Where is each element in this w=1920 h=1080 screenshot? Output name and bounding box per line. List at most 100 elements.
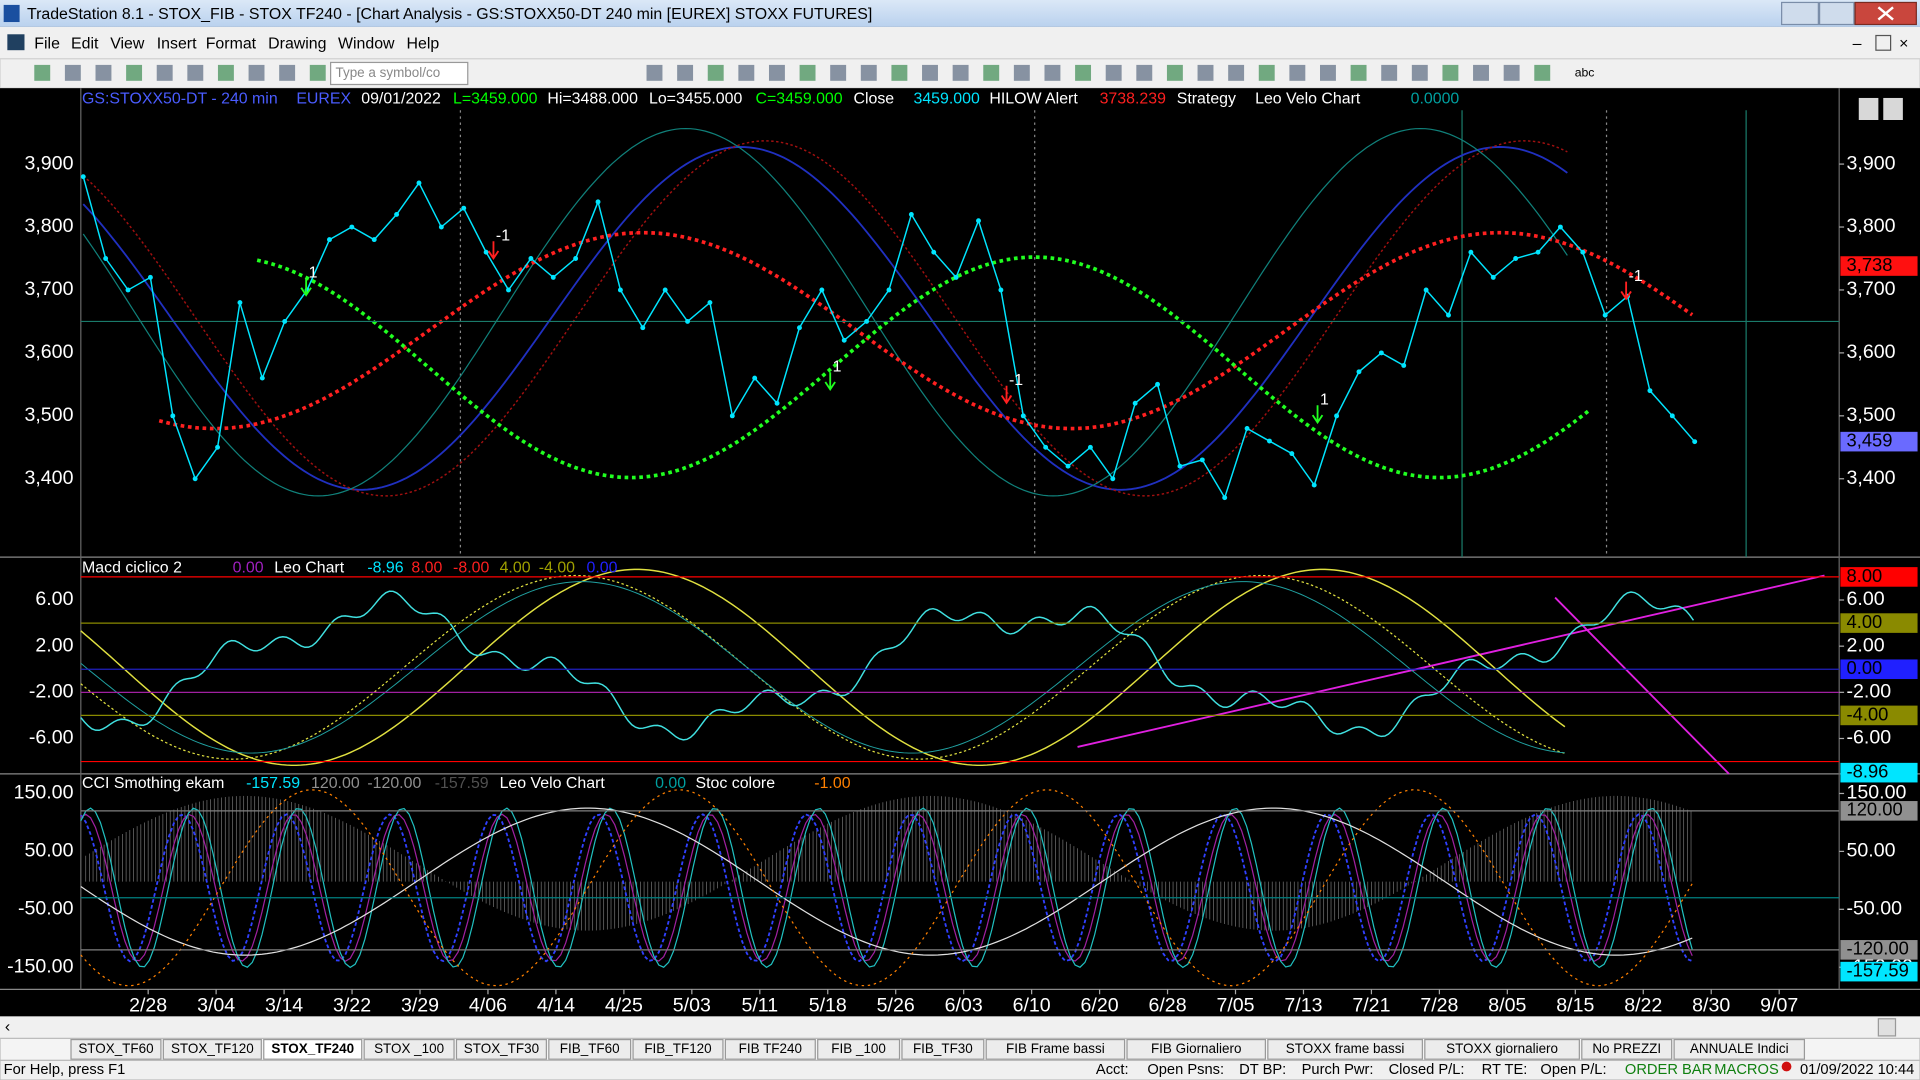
price-tag-label: 0.00: [1847, 657, 1883, 678]
text-tool[interactable]: abc: [1575, 66, 1595, 80]
symbol-box[interactable]: [330, 61, 469, 86]
price-point: [506, 287, 511, 293]
mdi-close[interactable]: ×: [1899, 35, 1908, 52]
tool-button[interactable]: [95, 64, 112, 81]
scroll-left[interactable]: ‹: [5, 1019, 10, 1036]
tool-button[interactable]: [1503, 64, 1520, 81]
tool-button[interactable]: [1473, 64, 1489, 81]
menu-bar: [0, 26, 1920, 59]
sheet-tab[interactable]: [632, 1038, 724, 1060]
minimize-button[interactable]: [1781, 1, 1819, 26]
sheet-tab-label: STOX_TF60: [78, 1041, 153, 1056]
tool-button[interactable]: [1289, 64, 1306, 81]
tool-button[interactable]: [768, 64, 785, 81]
sheet-tab[interactable]: [263, 1038, 363, 1060]
tool-button[interactable]: [922, 64, 938, 81]
tool-button[interactable]: [1442, 64, 1459, 81]
mdi-minimize[interactable]: –: [1853, 35, 1862, 52]
study-label: 0.00: [587, 559, 618, 576]
tool-button[interactable]: [1075, 64, 1092, 81]
sheet-tab[interactable]: [1424, 1038, 1580, 1060]
sheet-tab[interactable]: [1126, 1038, 1267, 1060]
tool-button[interactable]: [156, 64, 173, 81]
tool-button[interactable]: [1534, 64, 1551, 81]
macros[interactable]: MACROS: [1714, 1062, 1779, 1078]
sheet-tab[interactable]: [1581, 1038, 1673, 1060]
sheet-tab[interactable]: [548, 1038, 632, 1060]
price-tag-label: -8.96: [1847, 760, 1889, 781]
study-label: -157.59: [435, 775, 489, 792]
menu-item[interactable]: View: [110, 35, 145, 52]
menu-item[interactable]: Edit: [71, 35, 99, 52]
sheet-tab[interactable]: [455, 1038, 547, 1060]
y-tick-label: 3,400: [24, 467, 73, 489]
tool-button[interactable]: [952, 64, 969, 81]
tool-button[interactable]: [1381, 64, 1398, 81]
price-point: [1647, 388, 1653, 394]
menu-item[interactable]: Window: [338, 35, 395, 52]
tool-button[interactable]: [1320, 64, 1336, 81]
sheet-tab-label: STOXX giornaliero: [1446, 1041, 1558, 1056]
tool-button[interactable]: [309, 64, 326, 81]
tool-button[interactable]: [891, 64, 908, 81]
tool-button[interactable]: [1228, 64, 1245, 81]
menu-item[interactable]: Insert: [157, 35, 197, 52]
sheet-tab[interactable]: [724, 1038, 816, 1060]
order-bar[interactable]: ORDER BAR: [1625, 1062, 1712, 1078]
tool-button[interactable]: [1166, 64, 1183, 81]
menu-item[interactable]: File: [34, 35, 60, 52]
tool-button[interactable]: [1044, 64, 1061, 81]
study-label: 0.00: [655, 775, 686, 792]
tool-button[interactable]: [34, 64, 51, 81]
tool-button[interactable]: [1411, 64, 1428, 81]
tool-button[interactable]: [279, 64, 296, 81]
menu-item[interactable]: Drawing: [268, 35, 326, 52]
tool-button[interactable]: [187, 64, 204, 81]
mdi-restore[interactable]: [1875, 34, 1892, 51]
scrollbar[interactable]: [0, 1016, 1920, 1039]
maximize-button[interactable]: [1818, 1, 1855, 26]
y-tick-label-right: 2.00: [1847, 634, 1885, 656]
tool-button[interactable]: [126, 64, 143, 81]
tool-button[interactable]: [707, 64, 724, 81]
scroll-thumb[interactable]: [1877, 1018, 1897, 1037]
sheet-tab[interactable]: [817, 1038, 901, 1060]
tool-button[interactable]: [738, 64, 755, 81]
sheet-tab-label: FIB TF240: [739, 1041, 802, 1056]
tool-button[interactable]: [64, 64, 81, 81]
status-field: Purch Pwr:: [1302, 1062, 1374, 1078]
sheet-tab[interactable]: [985, 1038, 1126, 1060]
tool-button[interactable]: [1197, 64, 1214, 81]
sheet-tab[interactable]: [162, 1038, 262, 1060]
price-point: [1087, 444, 1093, 450]
sheet-tab[interactable]: [363, 1038, 455, 1060]
tool-button[interactable]: [1350, 64, 1367, 81]
tool-button[interactable]: [1136, 64, 1153, 81]
price-point: [752, 375, 758, 381]
price-point: [1557, 224, 1563, 230]
x-tick-label: 5/11: [741, 995, 778, 1017]
sheet-tab[interactable]: [1673, 1038, 1806, 1060]
tool-button[interactable]: [1013, 64, 1030, 81]
tool-button[interactable]: [830, 64, 847, 81]
tool-button[interactable]: [217, 64, 234, 81]
x-tick-label: 9/07: [1760, 995, 1798, 1017]
sheet-tab[interactable]: [1267, 1038, 1423, 1060]
menu-item[interactable]: Help: [407, 35, 440, 52]
sheet-tab[interactable]: [901, 1038, 985, 1060]
price-point: [1669, 413, 1675, 419]
tool-button[interactable]: [1258, 64, 1275, 81]
tool-button[interactable]: [983, 64, 1000, 81]
pane-minimize[interactable]: [1858, 97, 1879, 120]
tool-button[interactable]: [799, 64, 816, 81]
sheet-tab[interactable]: [70, 1038, 162, 1060]
price-point: [259, 375, 265, 381]
pane-restore[interactable]: [1883, 97, 1903, 120]
tool-button[interactable]: [1105, 64, 1122, 81]
status-field: Open Psns:: [1147, 1062, 1224, 1078]
tool-button[interactable]: [860, 64, 877, 81]
tool-button[interactable]: [248, 64, 265, 81]
menu-item[interactable]: Format: [206, 35, 257, 52]
tool-button[interactable]: [646, 64, 663, 81]
tool-button[interactable]: [677, 64, 694, 81]
